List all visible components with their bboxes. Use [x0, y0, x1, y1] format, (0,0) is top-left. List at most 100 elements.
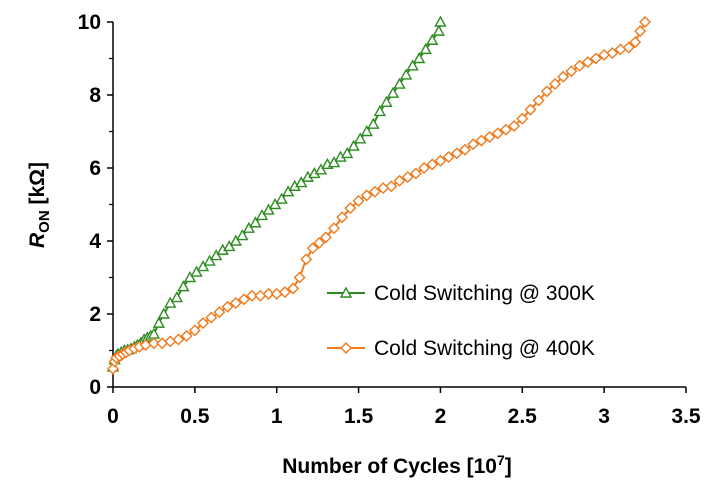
data-point — [557, 70, 570, 83]
data-point — [401, 171, 414, 184]
data-point — [426, 33, 439, 45]
data-point — [516, 112, 529, 125]
series-400k — [107, 16, 652, 375]
data-point — [209, 249, 223, 261]
y-axis-title-sub: ON — [36, 210, 53, 233]
data-point — [203, 254, 216, 266]
x-tick-label: 1 — [271, 405, 283, 428]
data-point — [275, 192, 288, 204]
data-point — [386, 86, 400, 98]
y-tick-label: 8 — [89, 84, 101, 107]
data-point — [254, 289, 267, 302]
data-point — [360, 125, 373, 137]
x-tick-label: 2.5 — [508, 405, 538, 428]
legend-item: Cold Switching @ 400K — [327, 337, 595, 360]
y-tick-label: 4 — [89, 230, 101, 253]
data-point — [458, 143, 471, 156]
y-tick-label: 6 — [89, 157, 101, 180]
data-point — [368, 185, 381, 198]
data-point — [328, 222, 341, 235]
data-point — [393, 174, 406, 187]
data-point — [197, 317, 210, 330]
legend-marker — [339, 286, 353, 298]
data-point — [367, 117, 380, 129]
data-point — [491, 127, 504, 140]
data-point — [293, 271, 306, 284]
y-tick-label: 2 — [89, 303, 101, 326]
y-tick-label: 0 — [89, 376, 101, 399]
y-axis-title: RON [kΩ] — [26, 162, 53, 248]
data-point — [352, 194, 365, 207]
x-tick-label: 1.5 — [344, 405, 374, 428]
data-point — [629, 36, 642, 49]
legend-item: Cold Switching @ 300K — [327, 282, 595, 305]
data-point — [183, 271, 197, 283]
data-point — [172, 333, 185, 346]
data-point — [565, 65, 578, 78]
data-point — [606, 47, 619, 60]
data-point — [483, 130, 496, 143]
data-point — [157, 307, 170, 319]
data-point — [190, 265, 203, 277]
data-point — [426, 158, 439, 171]
data-point — [281, 185, 295, 197]
data-point — [336, 211, 349, 224]
x-tick-label: 0 — [107, 405, 119, 428]
data-point — [508, 120, 521, 133]
data-point — [314, 163, 328, 175]
data-point — [634, 25, 647, 38]
data-point — [147, 337, 160, 350]
data-point — [442, 151, 455, 164]
y-axis-title-unit: [kΩ] — [26, 162, 49, 210]
data-point — [205, 311, 218, 324]
data-point — [170, 291, 184, 303]
data-point — [246, 289, 259, 302]
data-point — [499, 123, 512, 136]
data-point — [249, 216, 262, 228]
data-point — [434, 15, 447, 27]
data-point — [581, 56, 594, 69]
data-point — [532, 94, 545, 107]
legend-marker — [340, 342, 352, 354]
data-point — [622, 41, 635, 54]
data-point — [450, 147, 463, 160]
plot-area: 0 2 4 6 8 10 0 0.5 1 1.5 2 2.5 3 3.5 — [78, 11, 701, 428]
data-point — [287, 282, 300, 295]
data-point — [412, 52, 426, 64]
data-point — [164, 335, 177, 348]
data-point — [229, 297, 242, 310]
legend: Cold Switching @ 300K Cold Switching @ 40… — [327, 282, 595, 360]
data-point — [467, 138, 480, 151]
data-point — [573, 59, 586, 72]
data-point — [399, 68, 413, 80]
data-point — [475, 134, 488, 147]
data-point — [188, 324, 201, 337]
data-point — [306, 242, 319, 255]
data-point — [223, 240, 236, 252]
data-point — [549, 78, 562, 91]
data-point — [313, 236, 326, 249]
data-point — [268, 198, 282, 210]
data-point — [385, 180, 398, 193]
data-point — [278, 286, 291, 299]
data-point — [177, 280, 190, 292]
data-point — [152, 316, 166, 328]
data-point — [524, 103, 537, 116]
data-point — [295, 176, 308, 188]
data-point — [589, 52, 602, 65]
x-tick-label: 2 — [435, 405, 447, 428]
series-300k — [106, 15, 447, 372]
data-point — [347, 139, 360, 151]
x-axis-title: Number of Cycles [107] — [282, 452, 512, 478]
data-point — [419, 42, 432, 55]
data-point — [237, 293, 250, 306]
data-point — [340, 146, 354, 159]
data-point — [380, 95, 393, 107]
data-point — [229, 234, 242, 246]
data-point — [409, 167, 422, 180]
svg-text:RON [kΩ]: RON [kΩ] — [26, 162, 53, 248]
data-point — [300, 253, 313, 266]
data-point — [262, 287, 275, 300]
data-point — [540, 85, 553, 98]
